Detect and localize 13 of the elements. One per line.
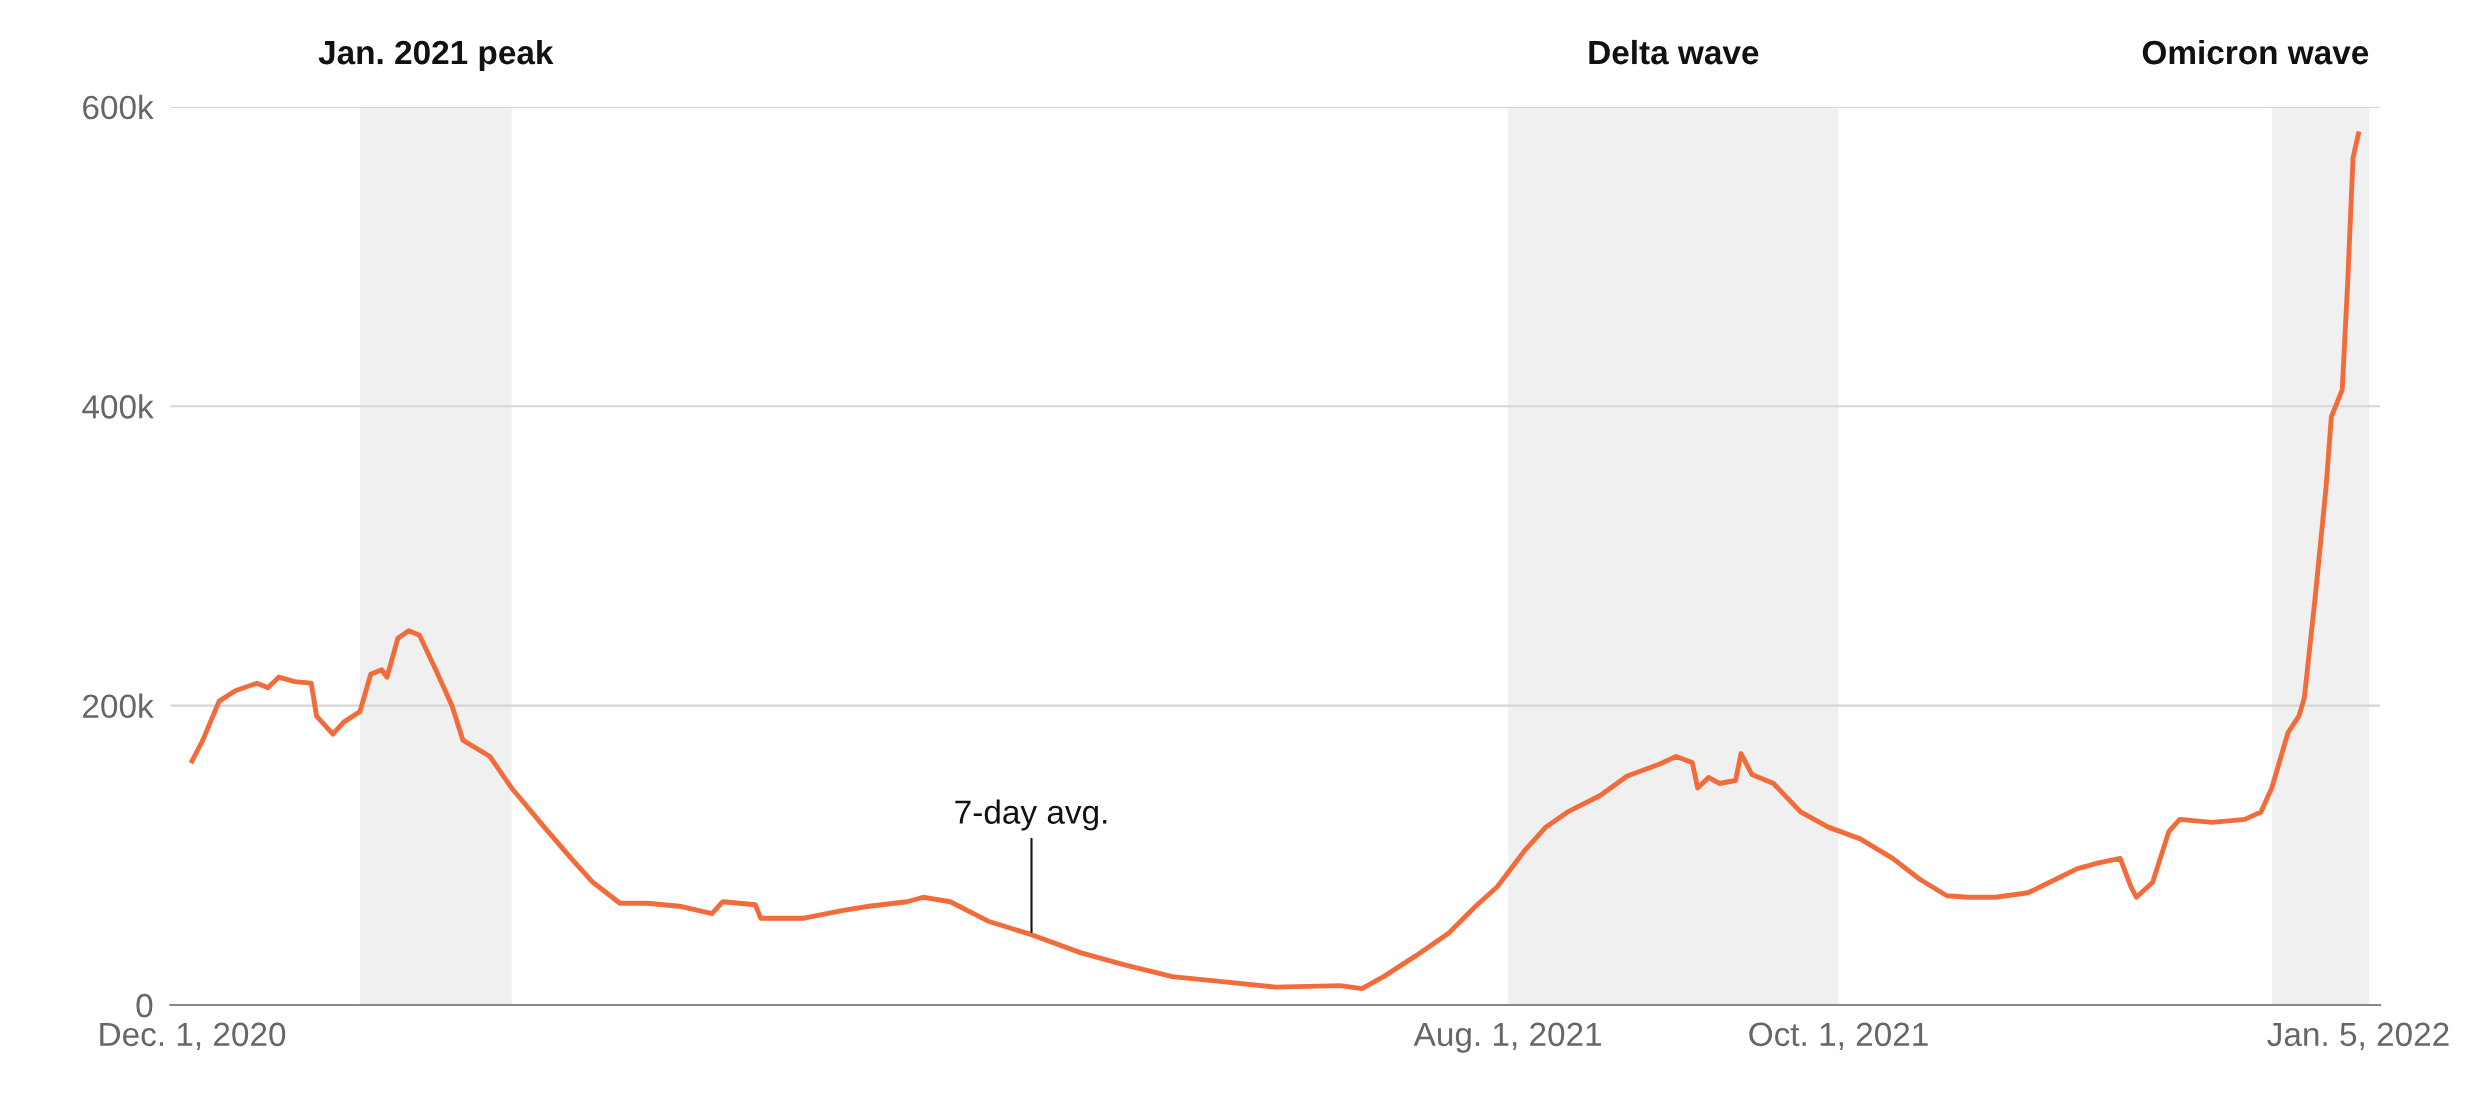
- x-tick-label: Jan. 5, 2022: [2267, 1022, 2449, 1051]
- y-tick-label: 600k: [83, 94, 154, 120]
- y-tick-label: 0: [136, 993, 153, 1018]
- x-tick-label: Dec. 1, 2020: [100, 1022, 286, 1051]
- annotation: 7-day avg.: [955, 799, 1107, 831]
- x-tick-label: Oct. 1, 2021: [1749, 1022, 1928, 1051]
- band-label: Delta wave: [1589, 39, 1759, 65]
- y-tick-label: 200k: [83, 693, 154, 719]
- band-label: Jan. 2021 peak: [318, 39, 554, 71]
- x-tick-label: Aug. 1, 2021: [1413, 1022, 1602, 1053]
- band-label: Omicron wave: [2142, 39, 2369, 65]
- line-series: [189, 131, 2361, 991]
- y-tick-label: 400k: [82, 394, 154, 419]
